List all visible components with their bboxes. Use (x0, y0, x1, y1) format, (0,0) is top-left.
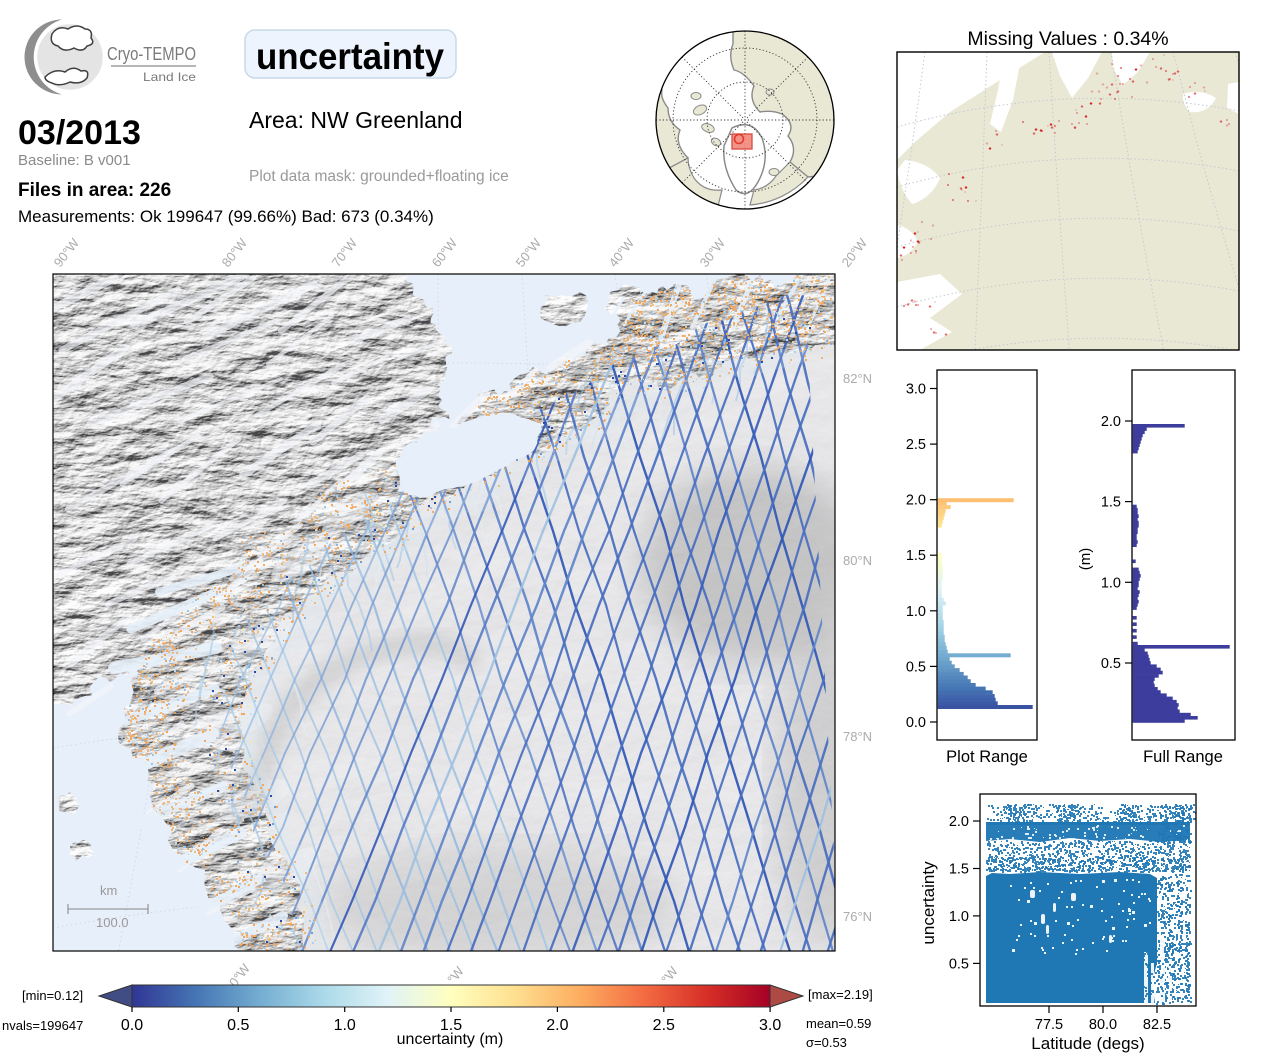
svg-text:Missing Values : 0.34%: Missing Values : 0.34% (967, 28, 1168, 50)
svg-text:2.0: 2.0 (949, 814, 969, 830)
svg-text:[max=2.19]: [max=2.19] (808, 987, 873, 1002)
svg-text:1.5: 1.5 (440, 1017, 462, 1034)
svg-text:2.0: 2.0 (1101, 414, 1121, 430)
svg-text:mean=0.59: mean=0.59 (806, 1016, 871, 1031)
svg-text:uncertainty (m): uncertainty (m) (397, 1031, 504, 1048)
svg-text:1.0: 1.0 (1101, 575, 1121, 591)
svg-text:03/2013: 03/2013 (18, 114, 141, 152)
svg-text:0.5: 0.5 (906, 659, 926, 675)
svg-text:0.5: 0.5 (949, 956, 969, 972)
svg-text:82.5: 82.5 (1143, 1017, 1171, 1033)
svg-text:0.0: 0.0 (906, 715, 926, 731)
svg-text:1.5: 1.5 (906, 548, 926, 564)
svg-text:82°N: 82°N (843, 371, 872, 386)
svg-text:3.0: 3.0 (906, 382, 926, 398)
svg-text:nvals=199647: nvals=199647 (2, 1018, 83, 1033)
svg-text:3.0: 3.0 (759, 1017, 781, 1034)
svg-text:[min=0.12]: [min=0.12] (22, 988, 83, 1003)
svg-text:Baseline: B v001: Baseline: B v001 (18, 152, 131, 169)
svg-text:2.5: 2.5 (653, 1017, 675, 1034)
svg-text:100.0: 100.0 (96, 915, 129, 930)
svg-text:Measurements: Ok 199647 (99.66: Measurements: Ok 199647 (99.66%) Bad: 67… (18, 207, 434, 226)
svg-text:1.5: 1.5 (949, 862, 969, 878)
svg-text:σ=0.53: σ=0.53 (806, 1035, 847, 1050)
svg-text:(m): (m) (1077, 548, 1094, 571)
svg-text:77.5: 77.5 (1035, 1017, 1063, 1033)
svg-text:Latitude (degs): Latitude (degs) (1031, 1034, 1144, 1053)
svg-text:1.0: 1.0 (949, 909, 969, 925)
svg-text:uncertainty: uncertainty (919, 861, 938, 945)
svg-text:2.5: 2.5 (906, 437, 926, 453)
svg-text:Full Range: Full Range (1143, 748, 1223, 766)
svg-text:uncertainty: uncertainty (256, 36, 444, 77)
svg-text:2.0: 2.0 (546, 1017, 568, 1034)
svg-text:2.0: 2.0 (906, 493, 926, 509)
svg-text:76°N: 76°N (843, 909, 872, 924)
svg-text:1.0: 1.0 (334, 1017, 356, 1034)
svg-text:1.0: 1.0 (906, 604, 926, 620)
svg-text:80.0: 80.0 (1089, 1017, 1117, 1033)
svg-text:Land Ice: Land Ice (143, 70, 196, 84)
svg-text:Cryo-TEMPO: Cryo-TEMPO (107, 44, 196, 64)
svg-text:Area: NW Greenland: Area: NW Greenland (249, 107, 462, 133)
svg-text:Plot data mask: grounded+float: Plot data mask: grounded+floating ice (249, 168, 509, 185)
svg-text:km: km (100, 883, 117, 898)
svg-text:Files in area: 226: Files in area: 226 (18, 180, 171, 201)
svg-text:0.5: 0.5 (227, 1017, 249, 1034)
svg-text:0.0: 0.0 (121, 1017, 143, 1034)
svg-text:78°N: 78°N (843, 729, 872, 744)
svg-text:0.5: 0.5 (1101, 656, 1121, 672)
svg-text:1.5: 1.5 (1101, 495, 1121, 511)
svg-text:Plot Range: Plot Range (946, 748, 1028, 766)
svg-text:80°N: 80°N (843, 553, 872, 568)
